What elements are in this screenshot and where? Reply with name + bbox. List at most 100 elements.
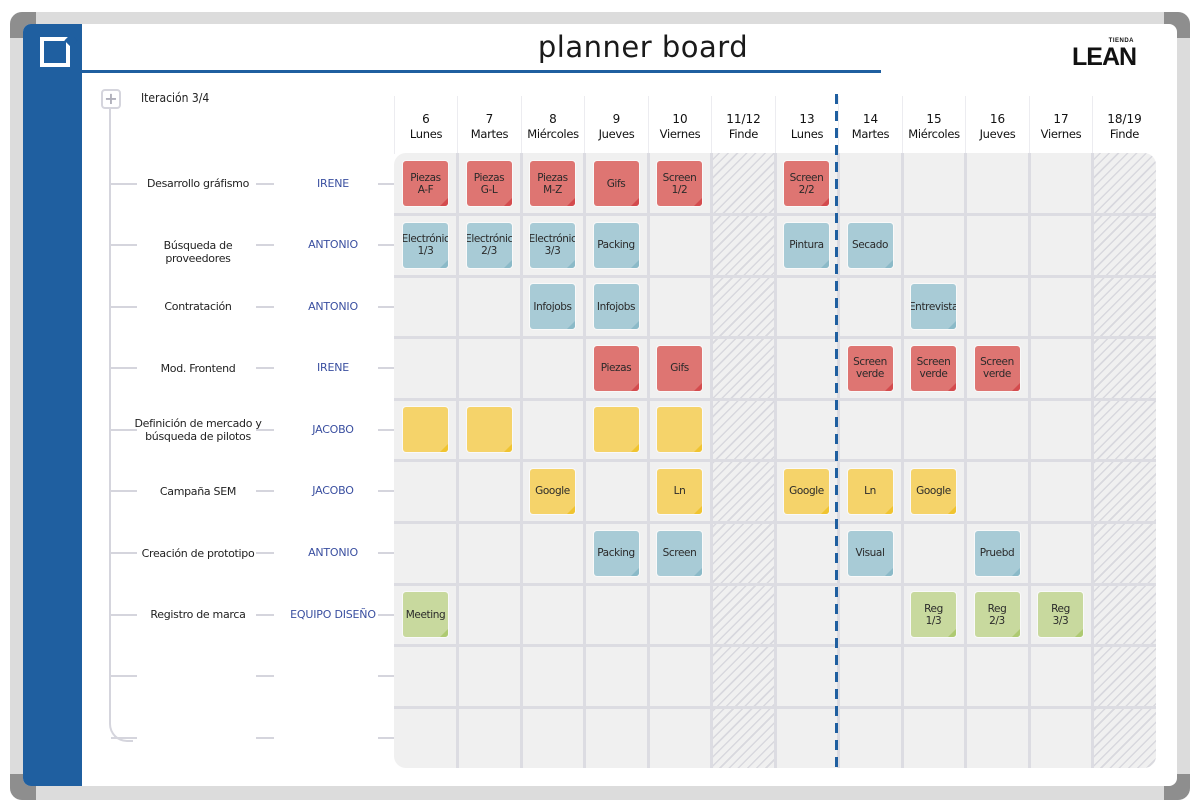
connector-stub: [256, 490, 274, 492]
task-owner: JACOBO: [312, 422, 354, 436]
connector-stub: [378, 244, 394, 246]
connector-stub: [111, 552, 137, 554]
day-name: Miércoles: [527, 127, 579, 141]
sticky-note[interactable]: Infojobs: [593, 284, 639, 329]
day-header: 6 Lunes: [394, 96, 457, 154]
connector-stub: [111, 428, 137, 431]
sticky-note[interactable]: Electrónic 3/3: [530, 222, 575, 268]
sticky-note[interactable]: Screen verde: [974, 345, 1020, 391]
sticky-note[interactable]: Screen verde: [911, 345, 956, 391]
connector-stub: [378, 736, 394, 739]
sticky-note[interactable]: Gifs: [593, 161, 639, 206]
add-row-button[interactable]: +: [101, 89, 121, 109]
connector-stub: [111, 367, 137, 369]
grid-row-line: [394, 706, 1156, 709]
sticky-note[interactable]: Screen: [657, 530, 702, 576]
connector-stub: [111, 490, 137, 492]
sticky-note[interactable]: Gifs: [657, 345, 702, 391]
connector-stub: [378, 305, 394, 308]
task-name: Campaña SEM: [159, 484, 237, 498]
day-name: Martes: [851, 127, 890, 141]
day-header: 7 Martes: [457, 96, 521, 154]
sticky-note[interactable]: Secado: [847, 222, 893, 268]
brand-sidebar: [23, 24, 82, 786]
sticky-note[interactable]: Infojobs: [530, 284, 575, 329]
sticky-note[interactable]: [466, 407, 512, 452]
grid-row-line: [394, 644, 1156, 647]
sticky-note[interactable]: Piezas G-L: [466, 161, 512, 206]
sticky-note[interactable]: Pintura: [784, 222, 829, 268]
day-header: 17 Viernes: [1029, 96, 1092, 154]
day-header: 10 Viernes: [648, 96, 711, 154]
connector-stub: [111, 244, 137, 246]
sticky-note[interactable]: Electrónic 2/3: [466, 222, 512, 268]
day-number: 18/19: [1107, 112, 1142, 126]
day-name: Jueves: [979, 127, 1016, 141]
sticky-note[interactable]: Google: [784, 468, 829, 514]
day-header: 16 Jueves: [965, 96, 1029, 154]
connector-stub: [256, 428, 274, 431]
day-number: 13: [799, 112, 815, 126]
task-owner: JACOBO: [312, 484, 354, 497]
day-number: 10: [672, 112, 688, 126]
connector-stub: [378, 490, 394, 492]
task-owner: ANTONIO: [308, 299, 358, 313]
day-number: 8: [549, 112, 557, 126]
sticky-note[interactable]: Reg 2/3: [974, 592, 1020, 637]
sticky-note[interactable]: Screen verde: [847, 345, 893, 391]
sticky-note[interactable]: Reg 3/3: [1038, 592, 1083, 637]
day-number: 6: [422, 112, 430, 126]
sticky-note[interactable]: Entrevista: [911, 284, 956, 329]
sticky-note[interactable]: Visual: [847, 530, 893, 576]
sticky-note[interactable]: Screen 2/2: [784, 161, 829, 206]
task-owner: IRENE: [316, 361, 350, 374]
day-header: 9 Jueves: [584, 96, 648, 154]
connector-stub: [256, 736, 274, 739]
folded-corner-square-icon: [40, 37, 70, 67]
grid-row-line: [394, 583, 1156, 586]
connector-stub: [256, 552, 274, 554]
today-marker-line: [835, 94, 838, 770]
day-name: Lunes: [790, 127, 824, 141]
day-number: 15: [926, 112, 942, 126]
day-header: 11/12 Finde: [711, 96, 775, 154]
sticky-note[interactable]: [657, 407, 702, 452]
grid-row-line: [394, 398, 1156, 401]
connector-stub: [378, 428, 394, 431]
day-number: 16: [989, 112, 1006, 126]
day-number: 11/12: [726, 112, 761, 126]
iteration-label: Iteración 3/4: [141, 91, 210, 105]
sticky-note[interactable]: [403, 407, 448, 452]
grid-row-line: [394, 336, 1156, 339]
sticky-note[interactable]: Electrónic 1/3: [403, 222, 448, 268]
plus-icon: +: [104, 89, 118, 108]
sticky-note[interactable]: Pruebd: [974, 530, 1020, 576]
grid-row-line: [394, 275, 1156, 278]
connector-stub: [256, 244, 274, 246]
brand-big-text: LEAN: [1072, 43, 1137, 71]
schedule-grid[interactable]: Piezas A-F Piezas G-L Piezas M-Z Gifs Screen…: [394, 153, 1156, 768]
sticky-note[interactable]: Packing: [593, 530, 639, 576]
sticky-note[interactable]: Piezas A-F: [403, 161, 448, 206]
connector-stub: [256, 613, 274, 616]
sticky-note[interactable]: Packing: [593, 222, 639, 268]
connector-stub: [111, 613, 137, 616]
connector-stub: [378, 552, 394, 554]
sticky-note[interactable]: Screen 1/2: [657, 161, 702, 206]
connector-stub: [256, 675, 274, 677]
day-header: 15 Miércoles: [902, 96, 965, 154]
sticky-note[interactable]: Ln: [657, 468, 702, 514]
sticky-note[interactable]: Meeting: [403, 592, 448, 637]
day-number: 17: [1053, 112, 1069, 126]
sticky-note[interactable]: Piezas: [593, 345, 639, 391]
sticky-note[interactable]: Piezas M-Z: [530, 161, 575, 206]
sticky-note[interactable]: Google: [911, 468, 956, 514]
connector-stub: [111, 675, 137, 677]
sticky-note[interactable]: [593, 407, 639, 452]
sticky-note[interactable]: Google: [530, 468, 575, 514]
sticky-note[interactable]: Ln: [847, 468, 893, 514]
day-number: 7: [485, 112, 494, 126]
connector-stub: [378, 367, 394, 369]
sticky-note[interactable]: Reg 1/3: [911, 592, 956, 637]
connector-stub: [378, 675, 394, 677]
